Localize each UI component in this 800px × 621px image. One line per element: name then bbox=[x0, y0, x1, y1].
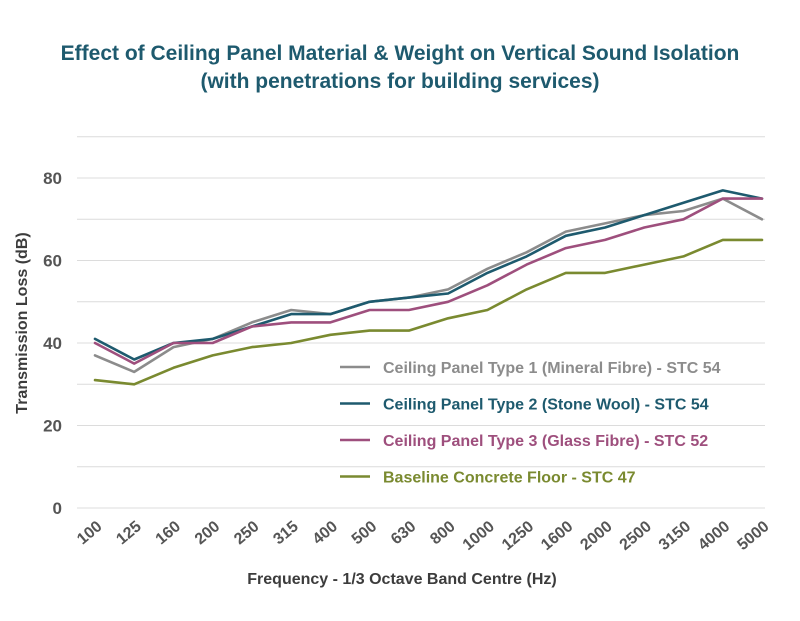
x-tick-label: 2000 bbox=[577, 518, 615, 554]
x-tick-label: 250 bbox=[231, 518, 262, 548]
x-tick-label: 2500 bbox=[617, 518, 655, 554]
series-line-2 bbox=[93, 189, 764, 361]
x-axis-ticks: 100 125 160 200 250 315 400 500 630 800 1000 1250 16… bbox=[74, 518, 772, 554]
series-line-4 bbox=[93, 238, 764, 386]
x-tick-label: 125 bbox=[113, 518, 144, 548]
y-tick-label: 0 bbox=[53, 499, 62, 518]
chart-subtitle: (with penetrations for building services… bbox=[200, 70, 600, 93]
x-tick-label: 160 bbox=[153, 518, 184, 548]
x-tick-label: 3150 bbox=[656, 518, 694, 554]
series-line-3 bbox=[93, 197, 764, 365]
chart-title: Effect of Ceiling Panel Material & Weigh… bbox=[60, 42, 740, 65]
y-tick-label: 80 bbox=[43, 169, 62, 188]
x-tick-label: 800 bbox=[427, 518, 458, 548]
x-tick-label: 1000 bbox=[460, 518, 498, 554]
x-tick-label: 1600 bbox=[538, 518, 576, 554]
y-tick-label: 20 bbox=[43, 417, 62, 436]
y-axis-label: Transmission Loss (dB) bbox=[14, 232, 31, 413]
x-tick-label: 100 bbox=[74, 518, 105, 548]
x-tick-label: 315 bbox=[270, 518, 301, 548]
legend-label: Ceiling Panel Type 2 (Stone Wool) - STC … bbox=[383, 397, 709, 414]
x-tick-label: 500 bbox=[349, 518, 380, 548]
legend-label: Baseline Concrete Floor - STC 47 bbox=[383, 470, 636, 487]
y-tick-label: 40 bbox=[43, 334, 62, 353]
x-tick-label: 200 bbox=[192, 518, 223, 548]
gridlines bbox=[77, 136, 765, 509]
x-tick-label: 630 bbox=[388, 518, 419, 548]
y-tick-label: 60 bbox=[43, 252, 62, 271]
y-axis-ticks: 0 20 40 60 80 bbox=[43, 169, 62, 518]
x-axis-label: Frequency - 1/3 Octave Band Centre (Hz) bbox=[247, 571, 556, 588]
x-tick-label: 1250 bbox=[499, 518, 537, 554]
legend-label: Ceiling Panel Type 1 (Mineral Fibre) - S… bbox=[383, 360, 721, 377]
x-tick-label: 4000 bbox=[695, 518, 733, 554]
legend: Ceiling Panel Type 1 (Mineral Fibre) - S… bbox=[340, 360, 721, 487]
legend-label: Ceiling Panel Type 3 (Glass Fibre) - STC… bbox=[383, 433, 708, 450]
x-tick-label: 400 bbox=[310, 518, 341, 548]
series-lines bbox=[93, 189, 764, 386]
x-tick-label: 5000 bbox=[734, 518, 772, 554]
